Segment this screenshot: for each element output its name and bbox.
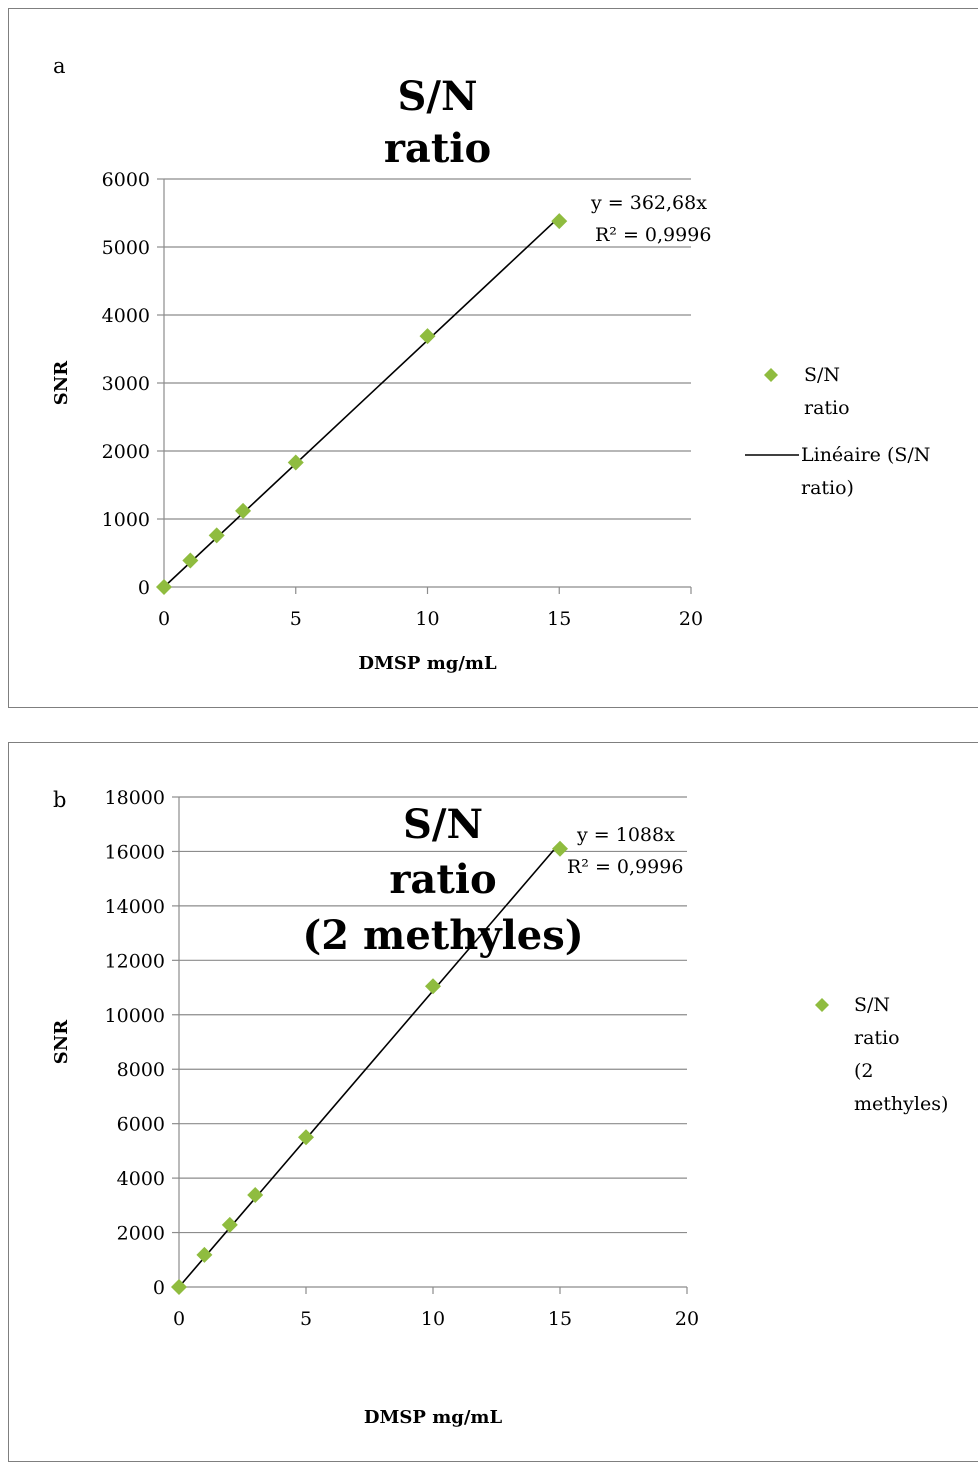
y-axis-label: SNR bbox=[51, 1019, 72, 1064]
legend-series-label: S/N bbox=[804, 364, 840, 386]
trendline-equation: y = 362,68x bbox=[590, 192, 707, 214]
data-point bbox=[208, 527, 225, 544]
x-tick-label: 0 bbox=[158, 608, 170, 630]
chart-b-svg: b S/N ratio (2 methyles) 0 2000 4000 6000 8000 10… bbox=[51, 787, 948, 1428]
legend-trendline-label: Linéaire (S/N bbox=[801, 444, 930, 466]
data-point bbox=[196, 1246, 213, 1263]
y-tick-label: 8000 bbox=[117, 1059, 165, 1081]
legend-series-label: ratio bbox=[804, 397, 850, 419]
y-tick-label: 10000 bbox=[105, 1005, 165, 1027]
chart-a-svg: a S/N ratio 0 1000 2000 3000 4000 5000 6000 0 5 10 15… bbox=[51, 54, 930, 674]
chart-panel-b: b S/N ratio (2 methyles) 0 2000 4000 6000 8000 10… bbox=[8, 742, 978, 1462]
legend-series-label: (2 bbox=[854, 1060, 874, 1082]
chart-title-line: (2 methyles) bbox=[302, 912, 583, 959]
y-tick-label: 12000 bbox=[105, 950, 165, 972]
x-tick-label: 5 bbox=[290, 608, 302, 630]
y-tick-label: 18000 bbox=[105, 787, 165, 809]
data-point bbox=[287, 454, 304, 471]
data-point bbox=[551, 213, 568, 230]
data-point bbox=[552, 840, 568, 857]
y-tick-label: 16000 bbox=[105, 841, 165, 863]
y-tick-label: 5000 bbox=[102, 237, 150, 259]
y-tick-label: 0 bbox=[138, 577, 150, 599]
trendline-r2: R² = 0,9996 bbox=[595, 224, 711, 246]
trendline bbox=[163, 216, 560, 588]
y-tick-label: 6000 bbox=[117, 1114, 165, 1136]
y-tick-label: 0 bbox=[153, 1277, 165, 1299]
legend-series-label: ratio bbox=[854, 1027, 900, 1049]
x-tick-label: 20 bbox=[679, 608, 703, 630]
chart-title-line: ratio bbox=[389, 856, 496, 903]
data-point bbox=[221, 1216, 238, 1233]
data-point bbox=[425, 978, 441, 995]
panel-letter: a bbox=[53, 54, 66, 78]
legend-series-label: S/N bbox=[854, 994, 890, 1016]
x-tick-label: 15 bbox=[548, 1308, 572, 1330]
data-point bbox=[298, 1129, 314, 1146]
y-tick-label: 4000 bbox=[102, 305, 150, 327]
x-axis-label: DMSP mg/mL bbox=[358, 653, 497, 674]
data-point bbox=[247, 1186, 264, 1203]
y-tick-label: 6000 bbox=[102, 169, 150, 191]
data-point bbox=[182, 552, 199, 569]
y-tick-label: 2000 bbox=[117, 1223, 165, 1245]
y-tick-label: 2000 bbox=[102, 441, 150, 463]
data-point bbox=[235, 502, 252, 519]
x-tick-label: 15 bbox=[547, 608, 571, 630]
data-point bbox=[171, 1279, 187, 1295]
data-point bbox=[419, 328, 436, 345]
trendline bbox=[178, 842, 561, 1288]
y-tick-label: 14000 bbox=[105, 896, 165, 918]
chart-title-line: ratio bbox=[384, 125, 491, 172]
y-tick-label: 4000 bbox=[117, 1168, 165, 1190]
data-point bbox=[156, 579, 172, 595]
y-tick-label: 3000 bbox=[102, 373, 150, 395]
x-tick-label: 20 bbox=[675, 1308, 699, 1330]
x-tick-label: 10 bbox=[415, 608, 439, 630]
chart-panel-a: a S/N ratio 0 1000 2000 3000 4000 5000 6000 0 5 10 15… bbox=[8, 8, 978, 708]
y-tick-label: 1000 bbox=[102, 509, 150, 531]
legend-series-label: methyles) bbox=[854, 1093, 948, 1115]
x-tick-label: 10 bbox=[421, 1308, 445, 1330]
x-axis-label: DMSP mg/mL bbox=[364, 1407, 503, 1428]
trendline-equation: y = 1088x bbox=[576, 824, 675, 846]
chart-title-line: S/N bbox=[403, 801, 483, 848]
chart-title-line: S/N bbox=[397, 73, 477, 120]
panel-letter: b bbox=[53, 788, 66, 812]
y-axis-label: SNR bbox=[51, 360, 72, 405]
x-tick-label: 0 bbox=[173, 1308, 185, 1330]
legend-marker bbox=[815, 998, 829, 1012]
x-tick-label: 5 bbox=[300, 1308, 312, 1330]
legend-trendline-label: ratio) bbox=[801, 477, 854, 499]
trendline-r2: R² = 0,9996 bbox=[567, 856, 683, 878]
legend-marker bbox=[764, 368, 778, 382]
